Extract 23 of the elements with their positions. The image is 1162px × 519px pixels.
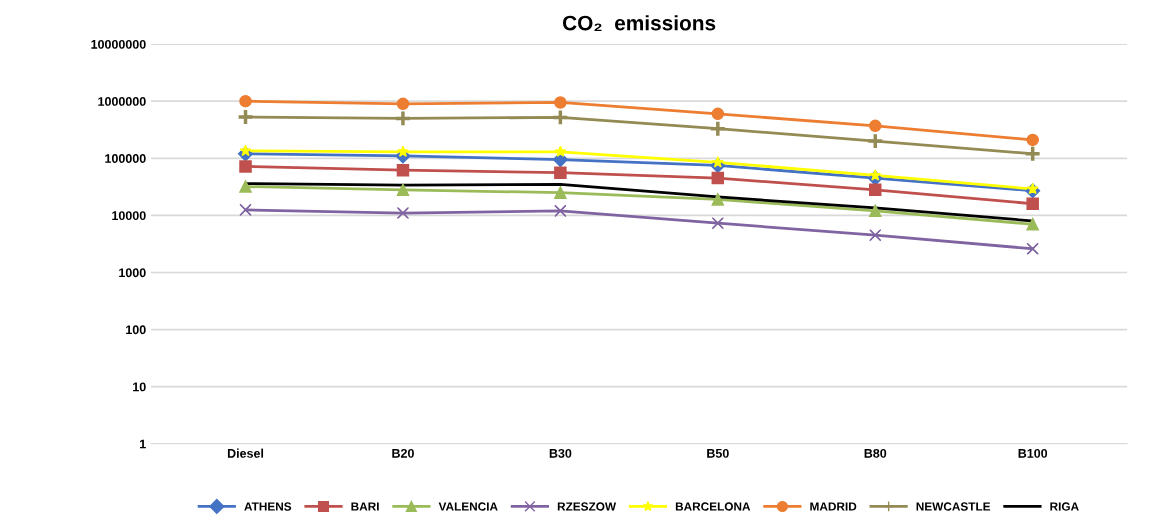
x-tick-label: Diesel — [227, 448, 264, 458]
chart-title: CO₂ emissions — [562, 15, 716, 31]
legend-label: NEWCASTLE — [916, 502, 991, 511]
y-tick-label: 10 — [133, 382, 146, 392]
legend-label: ATHENS — [244, 502, 292, 511]
legend-label: BARCELONA — [675, 502, 751, 511]
y-tick-label: 100 — [126, 325, 146, 335]
legend-label: VALENCIA — [438, 502, 498, 511]
x-tick-label: B30 — [549, 448, 572, 458]
y-tick-label: 10000 — [112, 211, 146, 221]
legend-label: RIGA — [1050, 502, 1079, 511]
x-tick-label: B80 — [864, 448, 887, 458]
x-tick-label: B100 — [1018, 448, 1048, 458]
y-tick-label: 1 — [140, 439, 146, 449]
y-tick-label: 1000 — [119, 268, 146, 278]
legend-label: MADRID — [810, 502, 857, 511]
x-tick-label: B50 — [707, 448, 729, 458]
y-tick-label: 10000000 — [91, 39, 146, 49]
legend-label: RZESZOW — [557, 502, 617, 511]
y-tick-label: 1000000 — [98, 97, 146, 106]
legend-label: BARI — [351, 502, 379, 511]
x-tick-label: B20 — [392, 448, 414, 458]
y-tick-label: 100000 — [105, 154, 146, 163]
